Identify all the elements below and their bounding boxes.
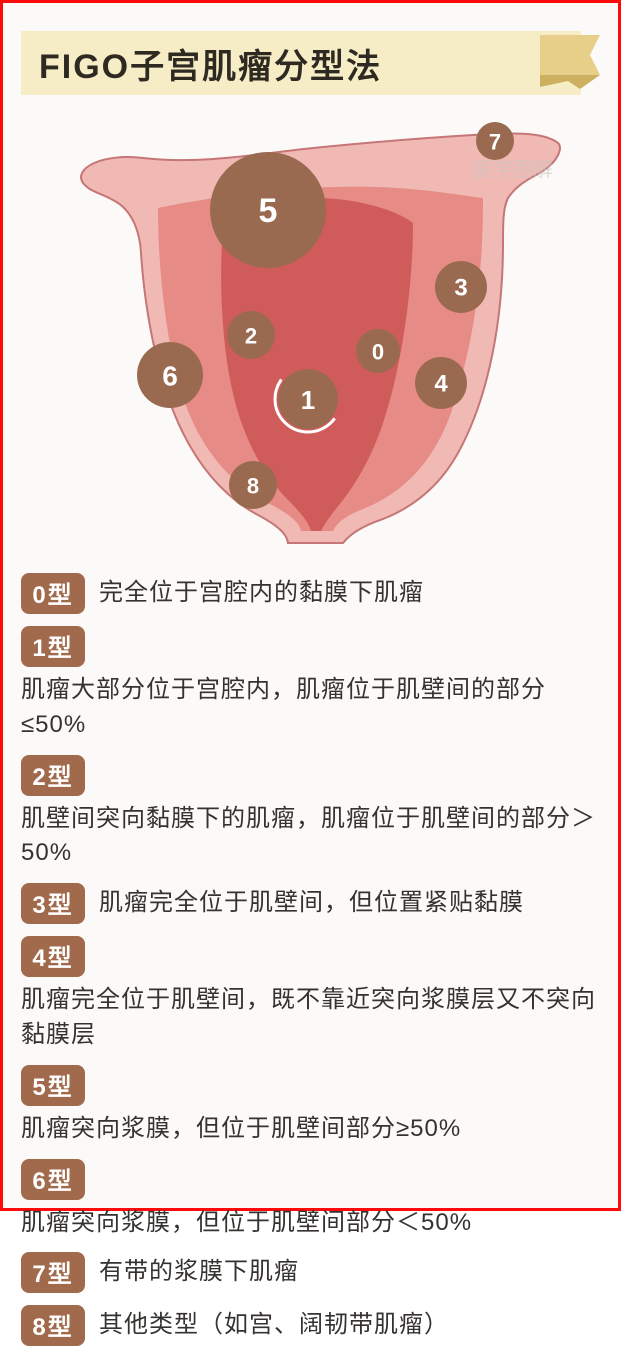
type-desc-8: 其他类型（如宫、阔韧带肌瘤） [99, 1308, 449, 1343]
fibroid-label-1: 1 [301, 385, 315, 415]
type-row-0: 0型完全位于宫腔内的黏膜下肌瘤 [21, 573, 600, 614]
watermark-text: 医学图解 [473, 153, 553, 182]
type-desc-2: 肌壁间突向黏膜下的肌瘤，肌瘤位于肌壁间的部分＞50% [21, 802, 600, 872]
fibroid-label-6: 6 [162, 361, 178, 392]
title-banner: FIGO子宫肌瘤分型法 [21, 31, 581, 95]
type-badge-6: 6型 [21, 1159, 85, 1200]
type-row-8: 8型其他类型（如宫、阔韧带肌瘤） [21, 1305, 600, 1346]
type-list: 0型完全位于宫腔内的黏膜下肌瘤 1型肌瘤大部分位于宫腔内，肌瘤位于肌壁间的部分≤5… [21, 573, 600, 1198]
type-desc-1: 肌瘤大部分位于宫腔内，肌瘤位于肌壁间的部分≤50% [21, 673, 600, 743]
type-badge-3: 3型 [21, 883, 85, 924]
type-badge-4: 4型 [21, 936, 85, 977]
type-desc-7: 有带的浆膜下肌瘤 [99, 1255, 299, 1290]
type-row-1: 1型肌瘤大部分位于宫腔内，肌瘤位于肌壁间的部分≤50% [21, 626, 600, 743]
fibroid-label-0: 0 [372, 340, 384, 365]
uterus-diagram: 医学图解 5 7 3 0 4 2 6 1 8 [63, 113, 563, 553]
type-row-4: 4型肌瘤完全位于肌壁间，既不靠近突向浆膜层又不突向黏膜层 [21, 936, 600, 1053]
type-desc-5: 肌瘤突向浆膜，但位于肌壁间部分≥50% [21, 1112, 461, 1147]
type-desc-4: 肌瘤完全位于肌壁间，既不靠近突向浆膜层又不突向黏膜层 [21, 983, 600, 1053]
type-desc-3: 肌瘤完全位于肌壁间，但位置紧贴黏膜 [99, 886, 524, 921]
page: FIGO子宫肌瘤分型法 医学图解 5 7 3 0 4 2 6 1 8 0型完全位于宫腔内的黏膜下… [3, 3, 618, 1208]
type-badge-0: 0型 [21, 573, 85, 614]
fibroid-node-2: 2 [227, 311, 275, 359]
fibroid-node-3: 3 [435, 261, 487, 313]
fibroid-label-7: 7 [489, 130, 501, 155]
fibroid-node-6: 6 [137, 342, 203, 408]
fibroid-label-8: 8 [247, 474, 259, 499]
type-badge-2: 2型 [21, 755, 85, 796]
type-row-3: 3型肌瘤完全位于肌壁间，但位置紧贴黏膜 [21, 883, 600, 924]
type-desc-0: 完全位于宫腔内的黏膜下肌瘤 [99, 576, 424, 611]
type-row-6: 6型肌瘤突向浆膜，但位于肌壁间部分＜50% [21, 1159, 600, 1241]
fibroid-label-4: 4 [434, 371, 448, 398]
fibroid-node-1: 1 [278, 369, 338, 429]
fibroid-label-5: 5 [259, 192, 278, 230]
fibroid-label-2: 2 [245, 324, 257, 349]
type-badge-1: 1型 [21, 626, 85, 667]
type-row-5: 5型肌瘤突向浆膜，但位于肌壁间部分≥50% [21, 1065, 600, 1147]
fibroid-node-8: 8 [229, 461, 277, 509]
type-row-7: 7型有带的浆膜下肌瘤 [21, 1252, 600, 1293]
type-row-2: 2型肌壁间突向黏膜下的肌瘤，肌瘤位于肌壁间的部分＞50% [21, 755, 600, 872]
page-title: FIGO子宫肌瘤分型法 [39, 39, 382, 88]
fibroid-node-4: 4 [415, 357, 467, 409]
type-badge-7: 7型 [21, 1252, 85, 1293]
fibroid-node-0: 0 [356, 329, 400, 373]
fibroid-node-5: 5 [210, 152, 326, 268]
type-badge-5: 5型 [21, 1065, 85, 1106]
fibroid-label-3: 3 [454, 275, 467, 302]
ribbon-decoration [540, 35, 610, 105]
type-badge-8: 8型 [21, 1305, 85, 1346]
